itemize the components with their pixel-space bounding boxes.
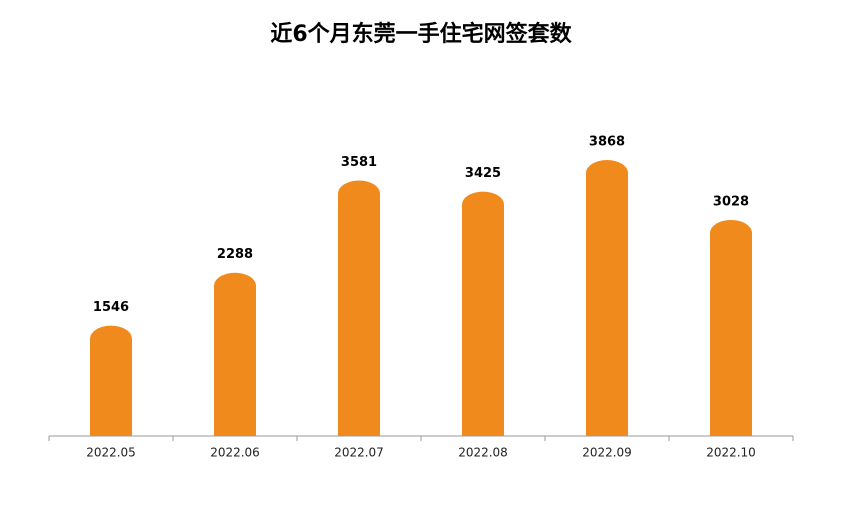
- x-tick-label: 2022.07: [334, 446, 384, 460]
- x-tick-label: 2022.08: [458, 446, 508, 460]
- bar: [586, 160, 628, 436]
- x-tick-label: 2022.05: [86, 446, 136, 460]
- bar: [214, 272, 256, 436]
- chart-title: 近6个月东莞一手住宅网签套数: [270, 21, 572, 47]
- bar: [462, 191, 504, 436]
- x-tick-label: 2022.10: [706, 446, 756, 460]
- value-label: 2288: [217, 247, 253, 262]
- bar: [338, 180, 380, 436]
- bar: [710, 219, 752, 436]
- value-label: 3425: [465, 166, 501, 181]
- x-tick-label: 2022.06: [210, 446, 260, 460]
- value-label: 3581: [341, 155, 377, 170]
- value-label: 3028: [713, 194, 749, 209]
- value-label: 1546: [93, 300, 129, 315]
- value-label: 3868: [589, 135, 625, 150]
- bar: [90, 325, 132, 436]
- x-tick-label: 2022.09: [582, 446, 632, 460]
